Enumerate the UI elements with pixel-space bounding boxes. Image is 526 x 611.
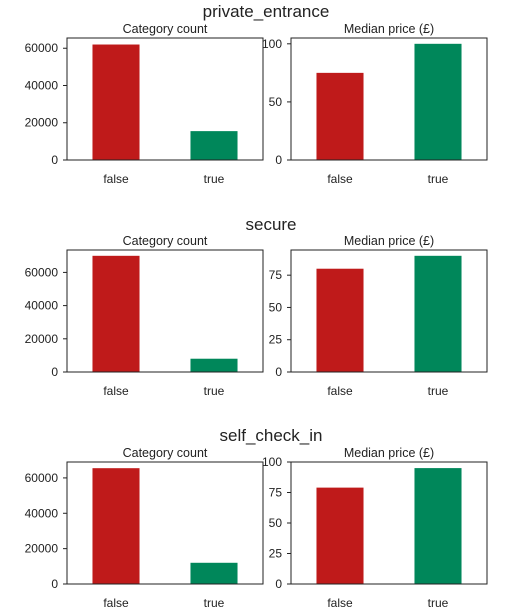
y-tick-label: 40000 xyxy=(25,78,59,92)
axes-frame xyxy=(66,249,264,373)
panel-title: Median price (£) xyxy=(344,22,434,36)
group-title: self_check_in xyxy=(219,426,322,445)
panel-median-price: Median price (£) false true 0 25 50 75 100 xyxy=(262,446,488,610)
bar-true xyxy=(190,358,238,372)
panel-median-price: Median price (£) false true 0 50 100 xyxy=(262,22,488,186)
y-tick-label: 20000 xyxy=(25,332,59,346)
bar-true xyxy=(414,468,462,584)
x-tick-label: true xyxy=(204,596,225,610)
group-private-entrance: private_entrance Category count false true… xyxy=(25,2,488,186)
axes-frame xyxy=(290,37,488,161)
panel-category-count: Category count false true 0 20000 40000 60000 xyxy=(25,234,264,398)
x-tick-label: false xyxy=(103,596,129,610)
x-tick-label: true xyxy=(428,384,449,398)
panel-category-count: Category count false true 0 20000 40000 60000 xyxy=(25,22,264,186)
panel-title: Median price (£) xyxy=(344,446,434,460)
y-tick-label: 20000 xyxy=(25,116,59,130)
y-tick-label: 60000 xyxy=(25,41,59,55)
panel-category-count: Category count false true 0 20000 40000 60000 xyxy=(25,446,264,610)
y-tick-label: 0 xyxy=(51,153,58,167)
x-tick-label: false xyxy=(327,596,353,610)
y-tick-label: 40000 xyxy=(25,299,59,313)
axes-frame xyxy=(290,249,488,373)
y-tick-label: 0 xyxy=(275,577,282,591)
bar-true xyxy=(414,43,462,160)
x-tick-label: false xyxy=(327,384,353,398)
y-tick-label: 0 xyxy=(275,365,282,379)
y-tick-label: 100 xyxy=(262,455,282,469)
y-tick-label: 0 xyxy=(51,577,58,591)
x-tick-label: false xyxy=(327,172,353,186)
axes-frame xyxy=(66,37,264,161)
y-tick-label: 60000 xyxy=(25,265,59,279)
y-tick-label: 50 xyxy=(269,300,283,314)
x-tick-label: false xyxy=(103,384,129,398)
bar-false xyxy=(92,44,140,160)
bar-false xyxy=(92,255,140,372)
axes-frame xyxy=(66,461,264,585)
bar-false xyxy=(316,268,364,372)
y-tick-label: 75 xyxy=(269,268,283,282)
bar-true xyxy=(190,562,238,584)
y-tick-label: 75 xyxy=(269,486,283,500)
panel-title: Category count xyxy=(123,446,208,460)
bar-false xyxy=(316,72,364,160)
bar-true xyxy=(190,131,238,160)
y-tick-label: 25 xyxy=(269,547,283,561)
axes-frame xyxy=(290,461,488,585)
group-secure: secure Category count false true 0 20000 4000… xyxy=(25,215,488,398)
x-tick-label: true xyxy=(428,172,449,186)
group-title: private_entrance xyxy=(203,2,330,21)
y-tick-label: 50 xyxy=(269,516,283,530)
group-title: secure xyxy=(245,215,296,234)
y-tick-label: 40000 xyxy=(25,506,59,520)
x-tick-label: true xyxy=(204,172,225,186)
y-tick-label: 25 xyxy=(269,333,283,347)
y-tick-label: 20000 xyxy=(25,542,59,556)
y-tick-label: 60000 xyxy=(25,471,59,485)
bar-false xyxy=(92,468,140,584)
group-self-check-in: self_check_in Category count false true 0 20… xyxy=(25,426,488,610)
y-tick-label: 0 xyxy=(275,153,282,167)
panel-median-price: Median price (£) false true 0 25 50 75 xyxy=(269,234,488,398)
panel-title: Median price (£) xyxy=(344,234,434,248)
bar-false xyxy=(316,487,364,584)
y-tick-label: 100 xyxy=(262,37,282,51)
panel-title: Category count xyxy=(123,234,208,248)
x-tick-label: true xyxy=(204,384,225,398)
y-tick-label: 0 xyxy=(51,365,58,379)
y-tick-label: 50 xyxy=(269,95,283,109)
x-tick-label: false xyxy=(103,172,129,186)
bar-true xyxy=(414,255,462,372)
panel-title: Category count xyxy=(123,22,208,36)
x-tick-label: true xyxy=(428,596,449,610)
